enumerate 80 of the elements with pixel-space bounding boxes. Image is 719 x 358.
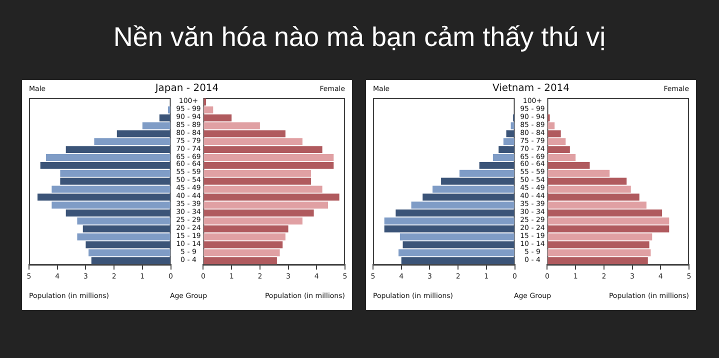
bar [510, 122, 514, 130]
text: Nền văn hóa nào mà bạn cảm thấy thú vị [112, 22, 607, 53]
bar [204, 233, 286, 240]
bar [204, 162, 334, 169]
bar [548, 233, 652, 240]
bar [46, 154, 170, 161]
bar [422, 194, 514, 201]
bar [548, 122, 555, 130]
bar [459, 170, 514, 177]
bar [204, 154, 334, 161]
bar [398, 249, 514, 256]
bar [204, 194, 340, 201]
bar [204, 146, 322, 154]
bar [204, 257, 277, 264]
bar [384, 217, 514, 224]
bar [52, 186, 170, 193]
bar [204, 186, 322, 193]
bar [204, 138, 302, 146]
bar [86, 241, 170, 248]
bar [60, 178, 170, 185]
bar [204, 217, 302, 224]
bar [204, 178, 311, 185]
bar [204, 210, 314, 217]
bar [204, 98, 206, 106]
bar [400, 233, 514, 240]
bar [402, 241, 514, 248]
bar [77, 217, 170, 224]
bar [204, 241, 283, 248]
bar [548, 194, 640, 201]
bar [498, 146, 514, 154]
bar [548, 225, 670, 232]
bar [66, 210, 170, 217]
bar [548, 154, 576, 161]
bar [548, 138, 566, 146]
bar [548, 146, 570, 154]
bar [204, 114, 232, 122]
bar [204, 249, 280, 256]
bar [506, 130, 514, 138]
bar [88, 249, 170, 256]
chart-title: Vietnam - 2014 [492, 83, 570, 94]
bar [548, 210, 662, 217]
bar [204, 106, 214, 114]
bar [548, 170, 610, 177]
bar [159, 114, 170, 122]
bar [94, 138, 170, 146]
bar [441, 178, 514, 185]
bar [38, 194, 170, 201]
bar [548, 130, 561, 138]
bar [492, 154, 514, 161]
bar [548, 162, 590, 169]
bar [396, 210, 514, 217]
bar [82, 225, 170, 232]
bar [142, 122, 170, 130]
bar [52, 202, 170, 209]
bar [60, 170, 170, 177]
bar [168, 106, 170, 114]
bar [204, 170, 311, 177]
bar [66, 146, 170, 154]
bar [401, 257, 514, 264]
bar [548, 249, 651, 256]
bar [204, 130, 286, 138]
bar [91, 257, 170, 264]
bar [77, 233, 170, 240]
bar [479, 162, 514, 169]
bar [548, 202, 646, 209]
bar [503, 138, 514, 146]
bar [116, 130, 170, 138]
bar [204, 202, 328, 209]
bar [432, 186, 514, 193]
bar [548, 178, 627, 185]
bar [411, 202, 514, 209]
bar [40, 162, 170, 169]
bar [548, 186, 631, 193]
bar [548, 217, 670, 224]
bar [384, 225, 514, 232]
bar [204, 122, 260, 130]
bar [548, 257, 648, 264]
bar [548, 241, 650, 248]
chart-title: Japan - 2014 [155, 83, 219, 94]
bar [204, 225, 288, 232]
